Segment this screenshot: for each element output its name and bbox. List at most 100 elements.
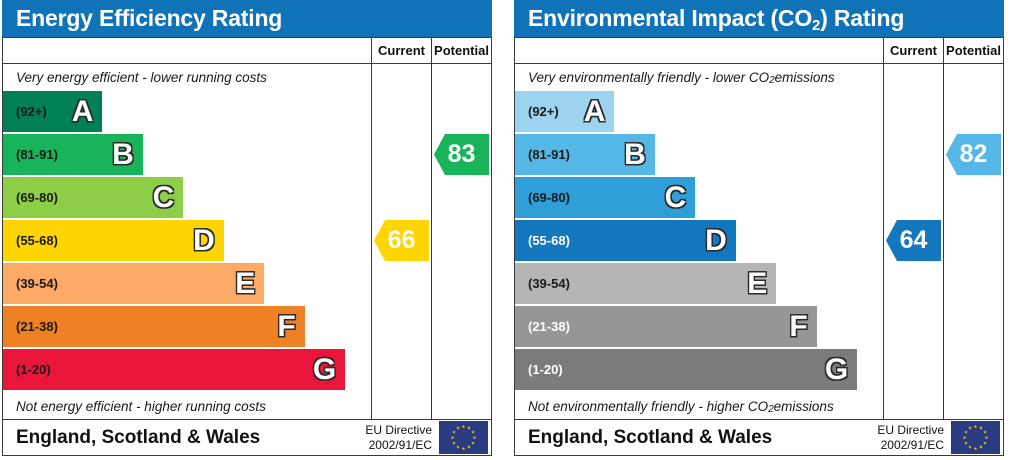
chart-area: Very environmentally friendly - lower CO… — [515, 64, 1003, 419]
eu-flag-icon — [951, 421, 1000, 454]
caption-top-text: Very energy efficient - lower running co… — [16, 69, 267, 85]
chart-area: Very energy efficient - lower running co… — [3, 64, 491, 419]
potential-rating-value: 82 — [959, 140, 988, 168]
column-header-potential: Potential — [943, 38, 1003, 63]
caption-bottom-text: Not energy efficient - higher running co… — [16, 398, 266, 414]
band-range-label: (92+) — [16, 104, 47, 119]
band-c: (69-80) C — [515, 177, 696, 218]
chart-title-text: Environmental Impact (CO — [528, 5, 813, 31]
band-range-label: (69-80) — [16, 190, 58, 205]
eu-star-icon — [964, 441, 968, 445]
caption-bottom: Not energy efficient - higher running co… — [3, 393, 371, 419]
band-a: (92+) A — [3, 91, 103, 132]
eu-star-icon — [472, 435, 477, 439]
current-column: 64 — [883, 64, 943, 419]
epc-chart-energy-efficiency: Energy Efficiency Rating Current Potential… — [2, 0, 492, 456]
chart-title: Environmental Impact (CO2) Rating — [514, 0, 1004, 37]
footer-directive-line2: 2002/91/EC — [880, 437, 944, 452]
chart-title-suffix: ) Rating — [820, 5, 905, 31]
eu-star-icon — [450, 435, 455, 439]
potential-column: 82 — [943, 64, 1003, 419]
eu-star-icon — [467, 426, 471, 430]
eu-star-icon — [979, 426, 983, 430]
current-column: 66 — [371, 64, 431, 419]
bands-column: Very environmentally friendly - lower CO… — [515, 64, 883, 419]
eu-star-icon — [983, 441, 987, 445]
band-b: (81-91) B — [3, 134, 143, 175]
eu-flag-icon — [439, 421, 488, 454]
caption-top: Very environmentally friendly - lower CO… — [515, 64, 883, 90]
column-header-row: Current Potential — [515, 38, 1003, 64]
eu-star-icon — [968, 445, 972, 449]
band-b: (81-91) B — [515, 134, 655, 175]
caption-top-text: Very environmentally friendly - lower CO — [528, 69, 770, 85]
column-header-row: Current Potential — [3, 38, 491, 64]
band-letter-d: D — [705, 223, 727, 257]
footer-directive-line1: EU Directive — [877, 422, 944, 437]
eu-star-icon — [962, 435, 967, 439]
caption-bottom-suffix: emissions — [773, 398, 834, 414]
band-range-label: (92+) — [528, 104, 559, 119]
band-letter-f: F — [277, 309, 296, 343]
potential-rating-value: 83 — [447, 140, 476, 168]
band-letter-b: B — [112, 137, 134, 171]
band-letter-e: E — [747, 266, 768, 300]
eu-star-icon — [456, 445, 460, 449]
eu-star-icon — [461, 424, 466, 428]
band-letter-g: G — [824, 352, 849, 386]
bands-column: Very energy efficient - lower running co… — [3, 64, 371, 419]
footer-directive-label: EU Directive 2002/91/EC — [877, 423, 951, 452]
band-g: (1-20) G — [515, 349, 858, 390]
band-list: (92+) A (81-91) B (69-80) C (55-68) D (39-54) E (2… — [3, 90, 371, 393]
footer-region-label: England, Scotland & Wales — [528, 426, 773, 448]
band-letter-a: A — [583, 94, 606, 128]
eu-star-icon — [452, 441, 456, 445]
eu-star-icon — [471, 430, 475, 434]
band-range-label: (39-54) — [16, 276, 58, 291]
caption-bottom-text: Not environmentally friendly - higher CO — [528, 398, 769, 414]
band-letter-b: B — [624, 137, 646, 171]
rating-table: Current Potential Very energy efficient - … — [2, 37, 492, 420]
eu-star-icon — [467, 445, 471, 449]
footer-region-label: England, Scotland & Wales — [16, 426, 261, 448]
band-letter-d: D — [193, 223, 215, 257]
band-f: (21-38) F — [3, 306, 305, 347]
band-a: (92+) A — [515, 91, 615, 132]
band-range-label: (1-20) — [16, 362, 51, 377]
current-rating-value: 66 — [387, 226, 416, 254]
column-header-potential: Potential — [431, 38, 491, 63]
band-letter-f: F — [789, 309, 808, 343]
chart-title-text: Energy Efficiency Rating — [16, 5, 283, 31]
epc-chart-environmental-impact: Environmental Impact (CO2) Rating Current… — [514, 0, 1004, 456]
band-letter-g: G — [312, 352, 337, 386]
band-e: (39-54) E — [3, 263, 265, 304]
eu-star-icon — [471, 441, 475, 445]
band-e: (39-54) E — [515, 263, 777, 304]
caption-top-suffix: emissions — [774, 69, 835, 85]
footer-directive-label: EU Directive 2002/91/EC — [365, 423, 439, 452]
certificate-footer: England, Scotland & Wales EU Directive 200… — [514, 420, 1004, 456]
eu-star-icon — [456, 426, 460, 430]
caption-top-subscript: 2 — [769, 74, 775, 86]
band-range-label: (21-38) — [528, 319, 570, 334]
band-g: (1-20) G — [3, 349, 346, 390]
band-letter-e: E — [235, 266, 256, 300]
chart-title-subscript: 2 — [812, 17, 821, 34]
band-letter-c: C — [664, 180, 687, 214]
band-letter-c: C — [152, 180, 175, 214]
current-rating-arrow: 64 — [886, 220, 941, 261]
band-range-label: (81-91) — [16, 147, 58, 162]
potential-rating-arrow: 83 — [434, 134, 489, 175]
eu-star-icon — [452, 430, 456, 434]
eu-star-icon — [979, 445, 983, 449]
eu-star-icon — [983, 430, 987, 434]
band-range-label: (55-68) — [16, 233, 58, 248]
eu-star-icon — [984, 435, 989, 439]
rating-table: Current Potential Very environmentally fri… — [514, 37, 1004, 420]
band-range-label: (21-38) — [16, 319, 58, 334]
column-header-current: Current — [371, 38, 431, 63]
band-range-label: (39-54) — [528, 276, 570, 291]
current-rating-value: 64 — [899, 226, 928, 254]
eu-star-icon — [964, 430, 968, 434]
eu-star-icon — [461, 446, 466, 450]
